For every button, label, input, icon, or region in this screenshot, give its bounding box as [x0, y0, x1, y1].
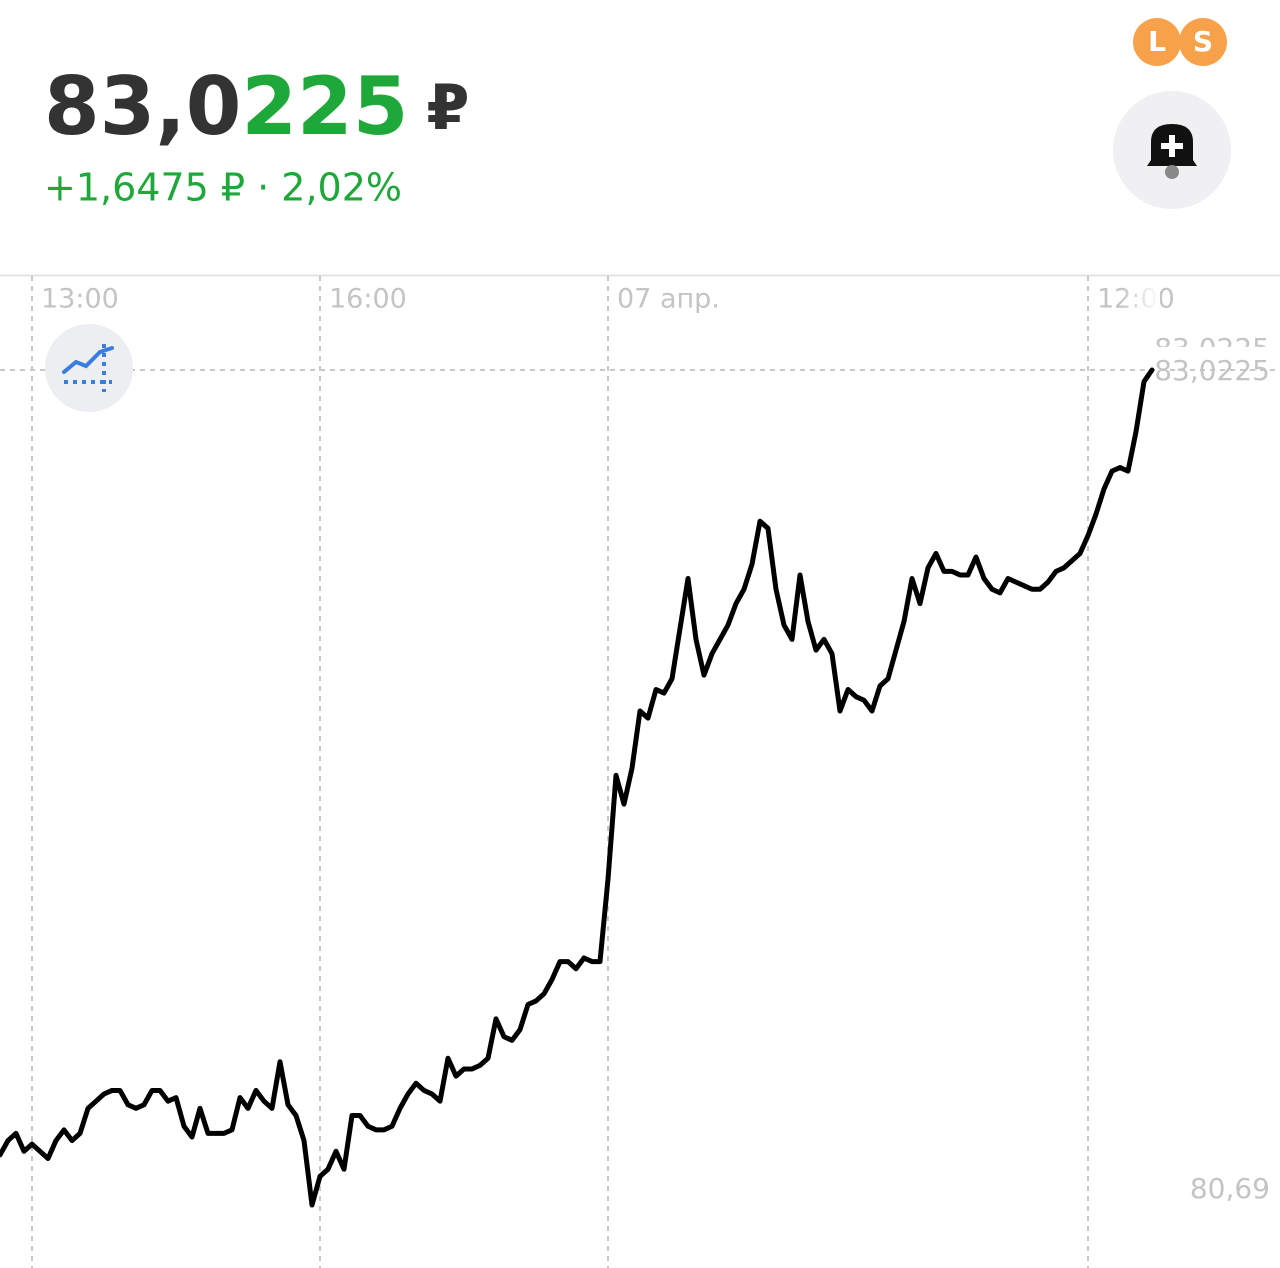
trend-icon: [62, 346, 114, 374]
button-bg: [45, 324, 133, 412]
y-tick-label: 80,69: [1190, 1172, 1270, 1205]
bell-clapper: [1165, 165, 1179, 179]
price-line: [0, 367, 1155, 1208]
currency: ₽: [426, 71, 469, 144]
x-tick-label: 07 апр.: [617, 284, 720, 315]
badge[interactable]: [1133, 18, 1181, 66]
badge-label: S: [1193, 25, 1213, 58]
plus-icon: [1161, 135, 1183, 157]
badge[interactable]: [1179, 18, 1227, 66]
price-main: 83,0: [44, 60, 241, 153]
x-tick-label: 13:00: [41, 284, 119, 315]
x-tick-label: 16:00: [329, 284, 407, 315]
price: 83,0225 ₽: [44, 60, 470, 153]
trend-icon-dash: [64, 344, 112, 392]
alert-button[interactable]: [1113, 91, 1231, 209]
price-change: +1,6475 ₽ · 2,02%: [44, 166, 402, 210]
price-accent: 225: [241, 60, 408, 153]
y-tick-label: 83,0225: [1154, 354, 1270, 387]
badge-label: L: [1148, 25, 1166, 58]
label-fade: [1120, 282, 1160, 318]
chart-type-button[interactable]: [45, 324, 133, 412]
